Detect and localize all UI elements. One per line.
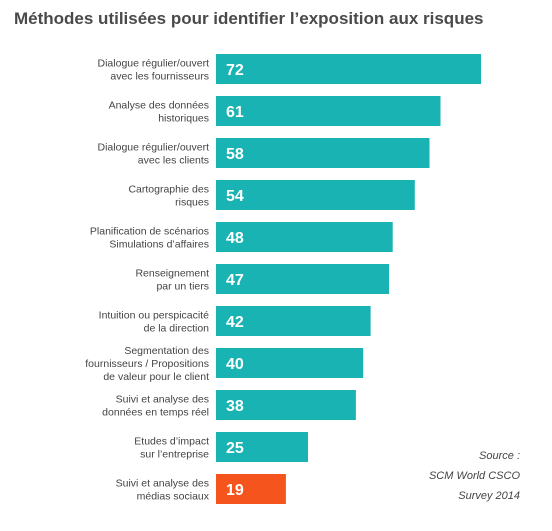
bar <box>216 264 389 294</box>
bar-value-label: 72 <box>226 62 244 79</box>
bar <box>216 222 393 252</box>
bar-value-label: 61 <box>226 104 244 121</box>
category-label: Analyse des données historiques <box>109 100 209 125</box>
chart-title: Méthodes utilisées pour identifier l’exp… <box>14 9 484 28</box>
bar <box>216 348 364 378</box>
bar <box>216 306 371 336</box>
bar <box>216 54 481 84</box>
source-note: Source : SCM World CSCO Survey 2014 <box>370 446 520 506</box>
bar <box>216 138 430 168</box>
bar-value-label: 58 <box>226 146 244 163</box>
bar-value-label: 25 <box>226 440 244 457</box>
bar <box>216 390 356 420</box>
bar-value-label: 48 <box>226 230 244 247</box>
bar-value-label: 40 <box>226 356 244 373</box>
category-label: Dialogue régulier/ouvert avec les clients <box>98 142 210 167</box>
bar-value-label: 19 <box>226 482 244 499</box>
category-label: Dialogue régulier/ouvert avec les fournis… <box>98 58 210 83</box>
category-label: Cartographie des risques <box>128 184 209 209</box>
bar-value-label: 42 <box>226 314 244 331</box>
bar <box>216 474 286 504</box>
category-label: Suivi et analyse des données en temps rée… <box>102 394 209 419</box>
bar <box>216 96 441 126</box>
source-organization: SCM World CSCO <box>428 470 520 482</box>
bar-value-label: 38 <box>226 398 244 415</box>
category-label: Suivi et analyse des médias sociaux <box>116 478 210 503</box>
source-survey: Survey 2014 <box>458 490 520 502</box>
category-label: Segmentation des fournisseurs / Propositi… <box>85 345 209 383</box>
category-label: Renseignement par un tiers <box>135 268 209 293</box>
category-label: Intuition ou perspicacité de la direction <box>99 310 209 335</box>
category-label: Planification de scénarios Simulations d’… <box>90 226 209 251</box>
category-label: Etudes d’impact sur l’entreprise <box>134 436 209 461</box>
bar-value-label: 54 <box>226 188 244 205</box>
bar <box>216 180 415 210</box>
source-label: Source : <box>479 450 520 462</box>
bar-value-label: 47 <box>226 272 244 289</box>
bar <box>216 432 308 462</box>
